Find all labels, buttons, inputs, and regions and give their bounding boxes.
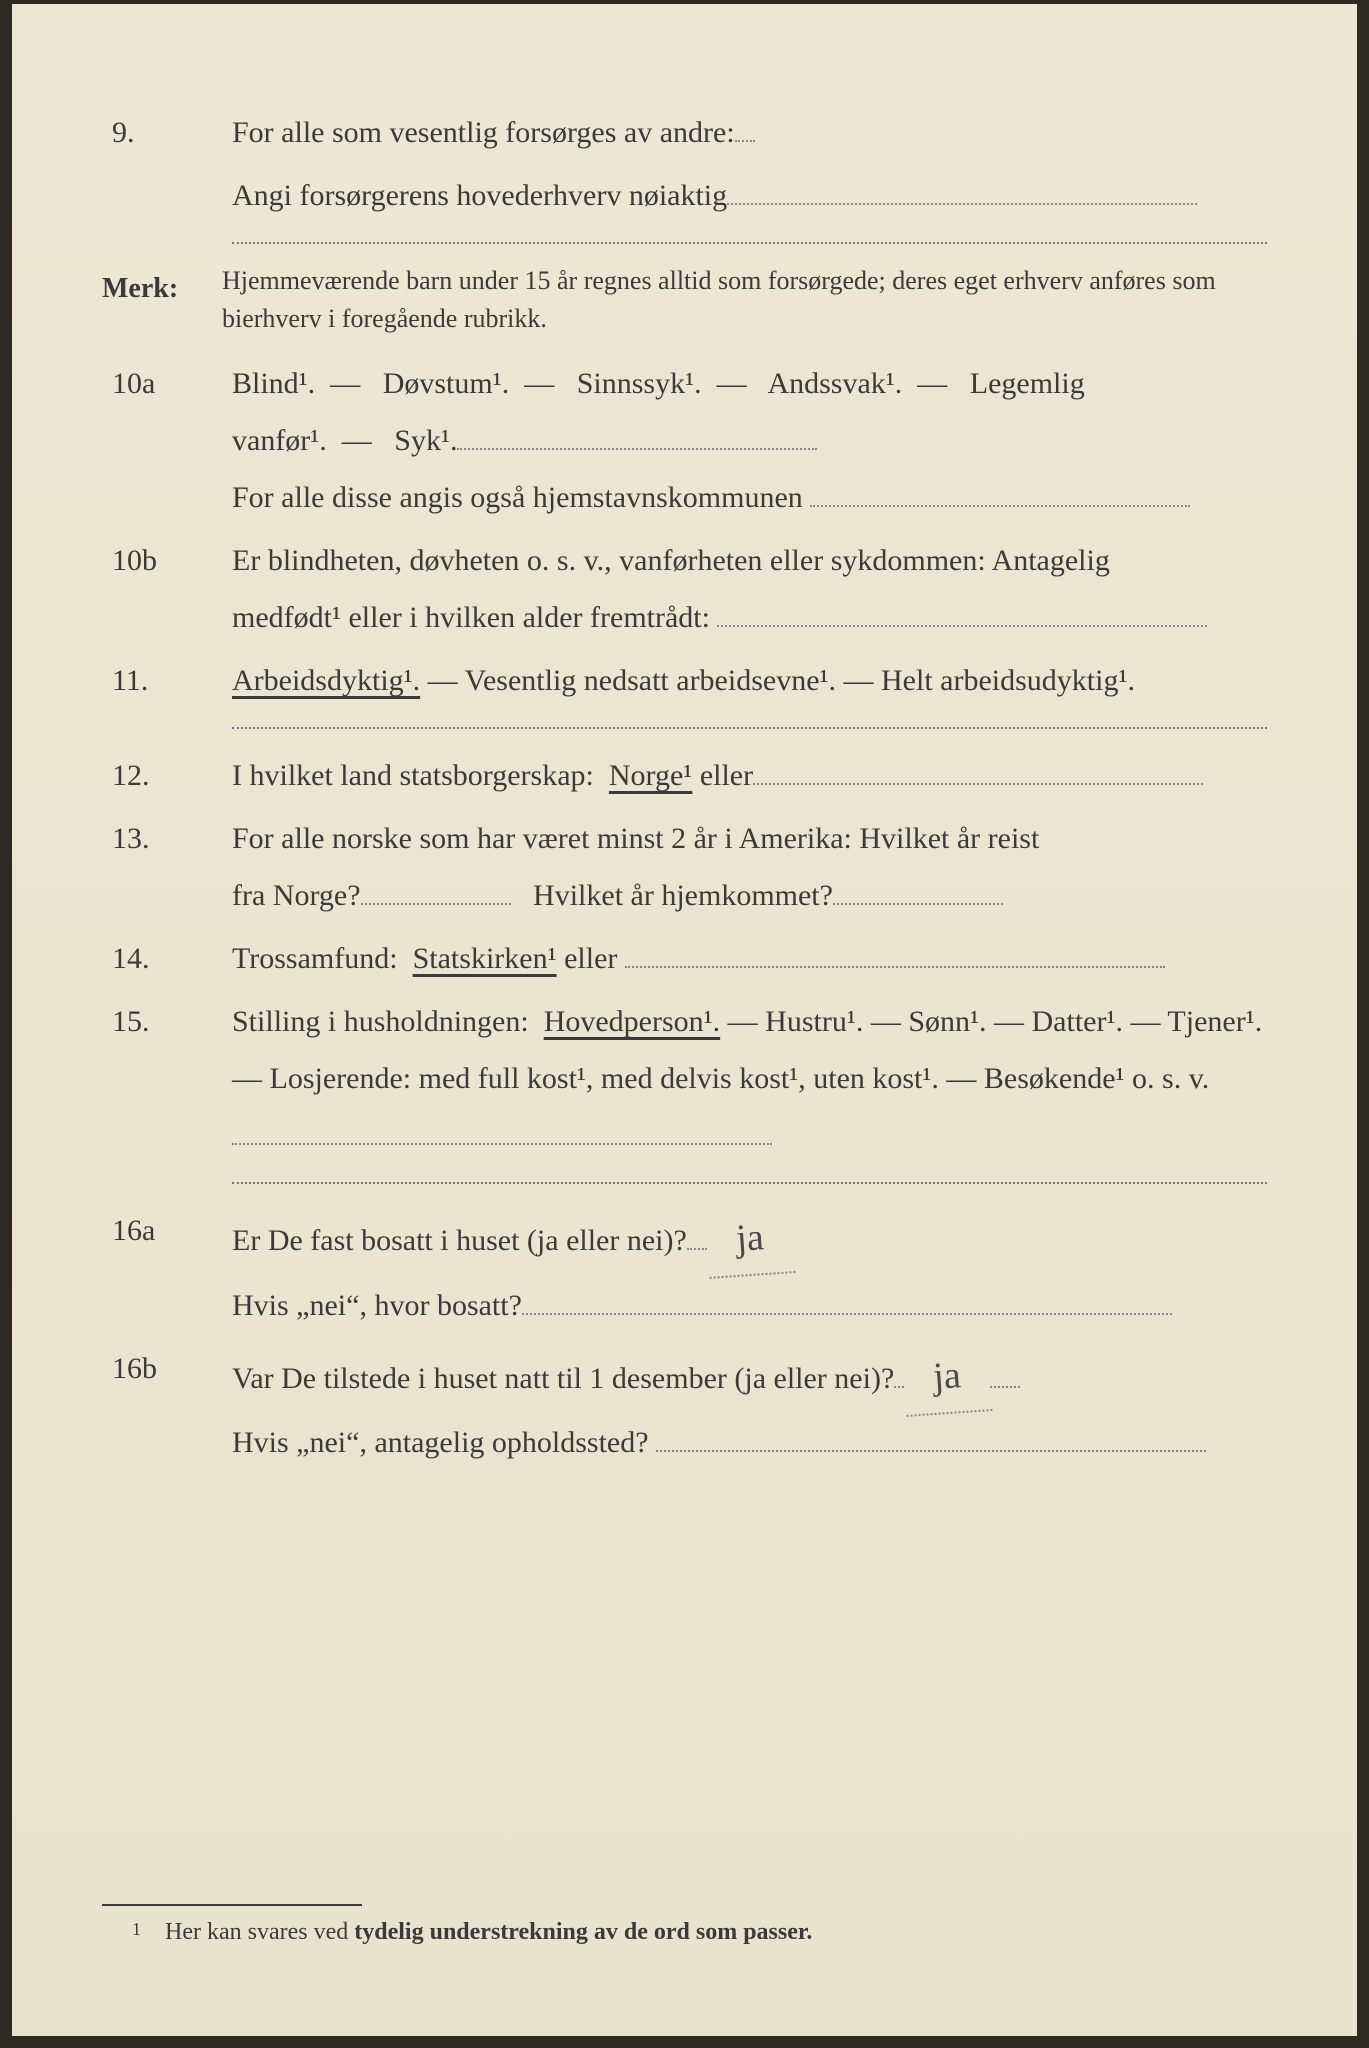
q15-body: Stilling i husholdningen: Hovedperson¹. … (232, 993, 1267, 1164)
q16a-text: Er De fast bosatt i huset (ja eller nei)… (232, 1224, 687, 1257)
question-16a: 16a Er De fast bosatt i huset (ja eller … (102, 1202, 1267, 1333)
question-16b: 16b Var De tilstede i huset natt til 1 d… (102, 1340, 1267, 1471)
q12-or: eller (692, 759, 753, 792)
q11-number: 11. (102, 652, 232, 709)
q12-text: I hvilket land statsborgerskap: (232, 759, 594, 792)
question-14: 14. Trossamfund: Statskirken¹ eller (102, 930, 1267, 987)
merk-label: Merk: (102, 262, 222, 315)
q13-text1: For alle norske som har været minst 2 år… (232, 822, 1039, 855)
footnote-text-a: Her kan svares ved (165, 1919, 354, 1945)
merk-text: Hjemmeværende barn under 15 år regnes al… (222, 262, 1267, 337)
q14-or: eller (557, 942, 625, 975)
question-9: 9. For alle som vesentlig forsørges av a… (102, 104, 1267, 161)
q10b-body: Er blindheten, døvheten o. s. v., vanfør… (232, 532, 1267, 646)
question-13: 13. For alle norske som har været minst … (102, 810, 1267, 924)
q14-text: Trossamfund: (232, 942, 398, 975)
q13-body: For alle norske som har været minst 2 år… (232, 810, 1267, 924)
footnote-number: 1 (132, 1919, 141, 1939)
q16b-text: Var De tilstede i huset natt til 1 desem… (232, 1362, 894, 1395)
q16a-followup: Hvis „nei“, hvor bosatt? (232, 1289, 522, 1322)
q13-text2b: Hvilket år hjemkommet? (533, 879, 833, 912)
q10a-opt-blind: Blind¹. (232, 367, 315, 400)
q11-sep2: — (844, 664, 882, 697)
census-form-page: 9. For alle som vesentlig forsørges av a… (0, 0, 1369, 2048)
q12-body: I hvilket land statsborgerskap: Norge¹ e… (232, 747, 1267, 804)
q10a-number: 10a (102, 355, 232, 412)
q11-opt-udyktig: Helt arbeidsudyktig¹. (881, 664, 1135, 697)
q10a-opt-andssvak: Andssvak¹. (767, 367, 902, 400)
q11-sep1: — (428, 664, 465, 697)
q12-number: 12. (102, 747, 232, 804)
q10a-opt-sinnssyk: Sinnssyk¹. (577, 367, 702, 400)
question-15: 15. Stilling i husholdningen: Hovedperso… (102, 993, 1267, 1164)
q10b-number: 10b (102, 532, 232, 589)
q9-line2: Angi forsørgerens hovederhverv nøiaktig (232, 179, 727, 212)
q10b-text1: Er blindheten, døvheten o. s. v., vanfør… (232, 544, 1110, 577)
q14-opt-statskirken: Statskirken¹ (413, 942, 557, 975)
divider (232, 1182, 1267, 1184)
q14-number: 14. (102, 930, 232, 987)
q10a-body: Blind¹. — Døvstum¹. — Sinnssyk¹. — Andss… (232, 355, 1267, 526)
q11-opt-arbeidsdyktig: Arbeidsdyktig¹. (232, 664, 420, 697)
footnote-rule (102, 1904, 362, 1906)
footnote: 1 Her kan svares ved tydelig understrekn… (132, 1919, 812, 1946)
q13-text2a: fra Norge? (232, 879, 361, 912)
q15-opt-hovedperson: Hovedperson¹. (544, 1005, 720, 1038)
q15-text: Stilling i husholdningen: (232, 1005, 529, 1038)
q10a-opt-dovstum: Døvstum¹. (383, 367, 510, 400)
q16a-body: Er De fast bosatt i huset (ja eller nei)… (232, 1202, 1267, 1333)
divider (232, 727, 1267, 729)
q13-number: 13. (102, 810, 232, 867)
q15-number: 15. (102, 993, 232, 1050)
q9-line1: For alle som vesentlig forsørges av andr… (232, 116, 735, 149)
q11-opt-nedsatt: Vesentlig nedsatt arbeidsevne¹. (465, 664, 836, 697)
question-10a: 10a Blind¹. — Døvstum¹. — Sinnssyk¹. — A… (102, 355, 1267, 526)
q16b-followup: Hvis „nei“, antagelig opholdssted? (232, 1426, 649, 1459)
q10a-opt-legemlig: Legemlig (970, 367, 1085, 400)
q12-opt-norge: Norge¹ (609, 759, 692, 792)
q14-body: Trossamfund: Statskirken¹ eller (232, 930, 1267, 987)
note-merk: Merk: Hjemmeværende barn under 15 år reg… (102, 262, 1267, 337)
divider (232, 242, 1267, 244)
q11-body: Arbeidsdyktig¹. — Vesentlig nedsatt arbe… (232, 652, 1267, 709)
question-10b: 10b Er blindheten, døvheten o. s. v., va… (102, 532, 1267, 646)
q16b-number: 16b (102, 1340, 232, 1397)
footnote-text-b: tydelig understrekning av de ord som pas… (354, 1919, 812, 1945)
q16a-answer: ja (704, 1199, 795, 1279)
q10a-opt-vanfor: vanfør¹. (232, 424, 327, 457)
q10a-opt-syk: Syk¹. (394, 424, 457, 457)
q10b-text2: medfødt¹ eller i hvilken alder fremtrådt… (232, 601, 710, 634)
q9-number: 9. (102, 104, 232, 161)
q10a-followup: For alle disse angis også hjemstavnskomm… (232, 481, 803, 514)
q16a-number: 16a (102, 1202, 232, 1259)
question-12: 12. I hvilket land statsborgerskap: Norg… (102, 747, 1267, 804)
q16b-answer: ja (902, 1337, 993, 1417)
q16b-body: Var De tilstede i huset natt til 1 desem… (232, 1340, 1267, 1471)
question-11: 11. Arbeidsdyktig¹. — Vesentlig nedsatt … (102, 652, 1267, 709)
q9-body: For alle som vesentlig forsørges av andr… (232, 104, 1267, 161)
question-9-line2: Angi forsørgerens hovederhverv nøiaktig (102, 167, 1267, 224)
